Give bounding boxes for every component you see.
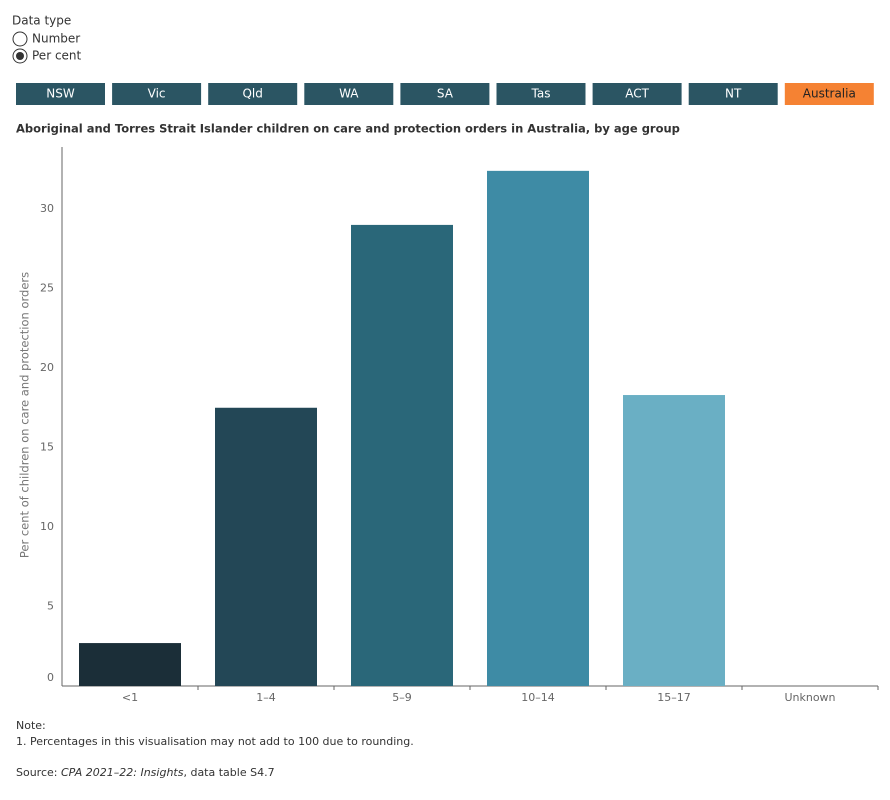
region-button[interactable] [16, 83, 105, 105]
y-axis-label: Per cent of children on care and protect… [18, 272, 32, 558]
y-tick-label: 15 [40, 441, 54, 454]
x-tick-label: 1–4 [256, 691, 276, 704]
region-button-label[interactable]: Tas [531, 87, 551, 101]
region-button-label[interactable]: Qld [242, 87, 262, 101]
source-suffix: , data table S4.7 [183, 766, 274, 779]
x-tick-label: Unknown [784, 691, 835, 704]
source: Source: CPA 2021–22: Insights, data tabl… [16, 766, 275, 779]
data-type-label: Data type [12, 14, 71, 28]
region-button-label[interactable]: WA [339, 87, 359, 101]
y-tick-label: 20 [40, 361, 54, 374]
region-button-label[interactable]: Vic [148, 87, 166, 101]
radio[interactable] [12, 31, 28, 47]
x-tick-label: 15–17 [657, 691, 691, 704]
note-item: 1. Percentages in this visualisation may… [16, 735, 414, 748]
region-button-label[interactable]: ACT [625, 87, 649, 101]
chart-title: Aboriginal and Torres Strait Islander ch… [16, 122, 680, 136]
region-button[interactable] [304, 83, 394, 105]
region-button-label[interactable]: Australia [803, 87, 856, 101]
bar [351, 224, 453, 686]
y-tick-label: 10 [40, 520, 54, 533]
y-tick-label: 30 [40, 202, 54, 215]
x-tick-label: <1 [122, 691, 138, 704]
y-tick-label: 25 [40, 282, 54, 295]
region-button[interactable] [592, 83, 682, 105]
x-tick-label: 5–9 [392, 691, 412, 704]
bar [79, 643, 181, 686]
radio-label[interactable]: Number [32, 32, 80, 46]
region-button[interactable] [784, 83, 874, 105]
note-heading: Note: [16, 719, 46, 732]
bar [215, 407, 317, 686]
region-button[interactable] [400, 83, 490, 105]
region-button[interactable] [112, 83, 202, 105]
bar [623, 395, 725, 686]
y-tick-label: 5 [47, 600, 54, 613]
bar [487, 170, 589, 687]
radio-label[interactable]: Per cent [32, 49, 82, 63]
source-prefix: Source: [16, 766, 61, 779]
y-tick-label: 0 [47, 671, 54, 684]
region-button-label[interactable]: NSW [46, 87, 75, 101]
region-button[interactable] [496, 83, 586, 105]
region-button[interactable] [688, 83, 778, 105]
region-button-label[interactable]: SA [437, 87, 454, 101]
x-tick-label: 10–14 [521, 691, 555, 704]
radio-dot [16, 52, 24, 60]
region-button-label[interactable]: NT [725, 87, 742, 101]
source-title: CPA 2021–22: Insights [61, 766, 184, 779]
region-button[interactable] [208, 83, 298, 105]
